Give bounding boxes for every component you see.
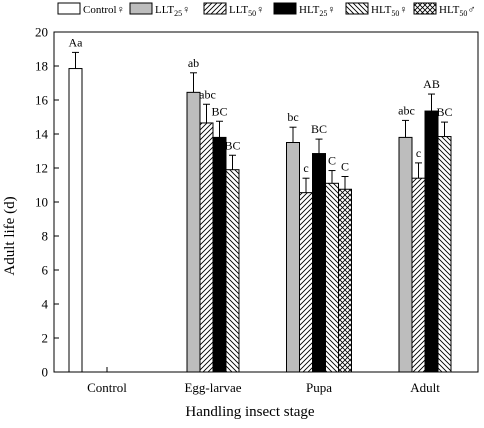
significance-label: BC: [311, 122, 327, 136]
legend-swatch: [345, 2, 369, 15]
y-tick-label: 8: [42, 229, 49, 244]
significance-label: AB: [423, 77, 440, 91]
legend-swatch: [413, 2, 437, 15]
legend-swatch: [273, 2, 297, 15]
legend-swatch: [57, 2, 81, 15]
x-axis-title: Handling insect stage: [185, 404, 314, 420]
significance-label: ab: [188, 56, 199, 70]
bar: [299, 192, 313, 373]
bar: [286, 142, 300, 373]
bar: [398, 136, 413, 373]
y-tick-label: 10: [35, 195, 48, 210]
y-tick-label: 12: [35, 161, 48, 176]
legend-label: LLT25♀: [155, 4, 190, 18]
legend-swatch: [203, 2, 227, 15]
significance-label: BC: [224, 138, 240, 152]
x-axis: Control Egg-larvae Pupa Adult: [87, 367, 440, 395]
x-tick-label: Egg-larvae: [184, 380, 241, 395]
significance-label: c: [416, 146, 421, 160]
legend-label: LLT50♀: [229, 4, 264, 18]
legend-label: HLT50♀: [371, 4, 408, 18]
legend-label: HLT25♀: [299, 4, 336, 18]
significance-label: BC: [211, 104, 227, 118]
significance-label: C: [341, 160, 349, 174]
significance-label: Aa: [69, 35, 84, 49]
bar: [225, 169, 240, 373]
significance-label: abc: [199, 87, 216, 101]
bar: [186, 91, 201, 373]
y-tick-label: 0: [42, 365, 49, 380]
bar: [199, 122, 214, 373]
y-tick-label: 20: [35, 25, 48, 40]
bar: [338, 188, 352, 373]
significance-label: BC: [436, 105, 452, 119]
x-tick-label: Control: [87, 380, 127, 395]
y-tick-label: 6: [42, 263, 49, 278]
bar: [68, 68, 83, 373]
y-tick-label: 16: [35, 93, 49, 108]
legend-label: Control♀: [83, 4, 125, 16]
bar: [212, 136, 227, 373]
significance-label: abc: [398, 103, 415, 117]
x-tick-label: Adult: [410, 380, 440, 395]
y-tick-label: 4: [42, 297, 49, 312]
bar: [325, 182, 339, 373]
legend-swatch: [129, 2, 153, 15]
bar: [411, 177, 426, 373]
y-axis: 0 2 4 6 8 10 12 14 16 18 20: [35, 25, 479, 380]
x-tick-label: Pupa: [306, 380, 332, 395]
legend-label: HLT50♂: [439, 4, 476, 18]
y-tick-label: 18: [35, 59, 48, 74]
significance-label: c: [303, 161, 308, 175]
significance-label: C: [328, 154, 336, 168]
y-tick-label: 14: [35, 127, 49, 142]
bar: [437, 136, 452, 373]
bar: [424, 110, 439, 373]
significance-label: bc: [287, 110, 298, 124]
bar: [312, 153, 326, 373]
y-axis-title: Adult life (d): [2, 196, 18, 275]
legend: Control♀ LLT25♀ LLT50♀ HLT25♀ HLT50♀ HLT50♂: [57, 2, 476, 18]
y-tick-label: 2: [42, 331, 49, 346]
